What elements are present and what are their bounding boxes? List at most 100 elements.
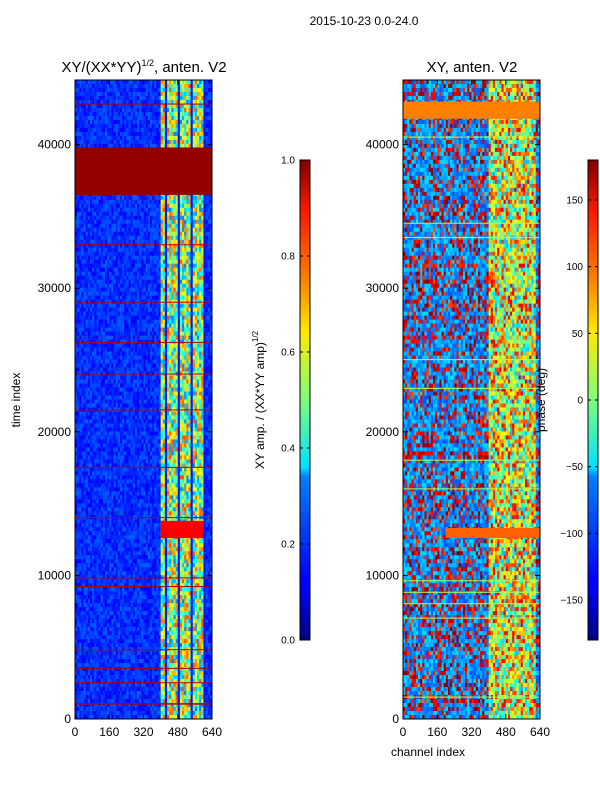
- heatmap-cell: [207, 235, 211, 241]
- heatmap-cell: [134, 355, 138, 360]
- heatmap-cell: [173, 135, 176, 141]
- heatmap-cell: [81, 295, 84, 300]
- heatmap-cell: [119, 283, 123, 288]
- heatmap-cell: [152, 127, 155, 133]
- heatmap-cell: [100, 219, 104, 225]
- heatmap-cell: [117, 135, 121, 141]
- heatmap-cell: [98, 235, 101, 241]
- heatmap-cell: [139, 131, 142, 137]
- heatmap-cell: [102, 87, 106, 93]
- heatmap-cell: [109, 123, 112, 129]
- heatmap-cell: [113, 355, 116, 360]
- heatmap-cell: [77, 387, 80, 392]
- heatmap-cell: [139, 311, 142, 316]
- heatmap-cell: [184, 375, 187, 380]
- heatmap-cell: [94, 287, 97, 292]
- heatmap-cell: [94, 307, 97, 312]
- heatmap-cell: [156, 115, 159, 121]
- heatmap-cell: [122, 80, 125, 85]
- heatmap-cell: [107, 111, 110, 117]
- heatmap-cell: [87, 359, 91, 364]
- heatmap-cell: [182, 295, 185, 300]
- heatmap-cell: [100, 235, 104, 241]
- heatmap-cell: [154, 80, 157, 85]
- heatmap-cell: [100, 383, 104, 388]
- heatmap-cell: [154, 291, 157, 296]
- heatmap-cell: [134, 267, 138, 272]
- heatmap-cell: [173, 203, 176, 209]
- heatmap-cell: [132, 139, 136, 145]
- heatmap-cell: [184, 263, 187, 268]
- heatmap-cell: [209, 303, 212, 308]
- heatmap-cell: [207, 375, 211, 380]
- heatmap-cell: [139, 255, 142, 261]
- heatmap-cell: [137, 203, 140, 209]
- heatmap-cell: [152, 247, 155, 253]
- heatmap-cell: [109, 199, 112, 205]
- heatmap-cell: [134, 227, 138, 233]
- heatmap-cell: [184, 267, 187, 272]
- heatmap-cell: [124, 311, 127, 316]
- heatmap-cell: [186, 259, 189, 265]
- heatmap-cell: [139, 103, 142, 109]
- heatmap-cell: [145, 331, 149, 336]
- heatmap-cell: [83, 83, 86, 89]
- heatmap-cell: [209, 379, 212, 384]
- heatmap-cell: [94, 363, 97, 368]
- heatmap-cell: [130, 311, 134, 316]
- heatmap-cell: [111, 335, 114, 340]
- heatmap-cell: [158, 351, 161, 356]
- heatmap-cell: [186, 275, 189, 280]
- heatmap-cell: [149, 291, 153, 296]
- heatmap-cell: [141, 291, 144, 296]
- heatmap-cell: [122, 127, 125, 133]
- heatmap-cell: [154, 215, 157, 221]
- heatmap-cell: [83, 139, 86, 145]
- heatmap-cell: [137, 379, 140, 384]
- heatmap-cell: [119, 275, 123, 280]
- heatmap-cell: [197, 111, 200, 117]
- heatmap-cell: [96, 195, 99, 201]
- heatmap-cell: [203, 247, 206, 253]
- heatmap-cell: [199, 99, 202, 105]
- heatmap-cell: [128, 339, 131, 344]
- heatmap-cell: [75, 375, 78, 380]
- heatmap-cell: [175, 315, 179, 320]
- heatmap-cell: [124, 239, 127, 245]
- heatmap-cell: [87, 335, 91, 340]
- heatmap-cell: [203, 271, 206, 276]
- heatmap-cell: [137, 295, 140, 300]
- heatmap-cell: [169, 139, 172, 145]
- heatmap-cell: [117, 343, 121, 348]
- heatmap-cell: [87, 327, 91, 332]
- heatmap-cell: [100, 279, 104, 284]
- heatmap-cell: [158, 111, 161, 117]
- heatmap-cell: [201, 335, 204, 340]
- heatmap-cell: [132, 339, 136, 344]
- heatmap-cell: [188, 339, 191, 344]
- heatmap-cell: [145, 367, 149, 372]
- heatmap-cell: [77, 80, 80, 85]
- heatmap-cell: [139, 87, 142, 93]
- heatmap-cell: [109, 283, 112, 288]
- heatmap-cell: [109, 215, 112, 221]
- heatmap-cell: [104, 339, 108, 344]
- heatmap-cell: [94, 359, 97, 364]
- heatmap-cell: [75, 331, 78, 336]
- heatmap-cell: [177, 223, 181, 229]
- heatmap-cell: [130, 287, 134, 292]
- heatmap-cell: [192, 227, 196, 233]
- heatmap-cell: [143, 243, 146, 249]
- heatmap-cell: [85, 215, 89, 221]
- heatmap-cell: [164, 363, 168, 368]
- heatmap-cell: [186, 235, 189, 241]
- heatmap-cell: [143, 379, 146, 384]
- heatmap-cell: [109, 143, 112, 149]
- heatmap-cell: [139, 247, 142, 253]
- heatmap-cell: [81, 367, 84, 372]
- figure-suptitle: 2015-10-23 0.0-24.0: [310, 14, 419, 28]
- heatmap-cell: [175, 327, 179, 332]
- heatmap-cell: [143, 267, 146, 272]
- heatmap-cell: [128, 331, 131, 336]
- heatmap-cell: [141, 323, 144, 328]
